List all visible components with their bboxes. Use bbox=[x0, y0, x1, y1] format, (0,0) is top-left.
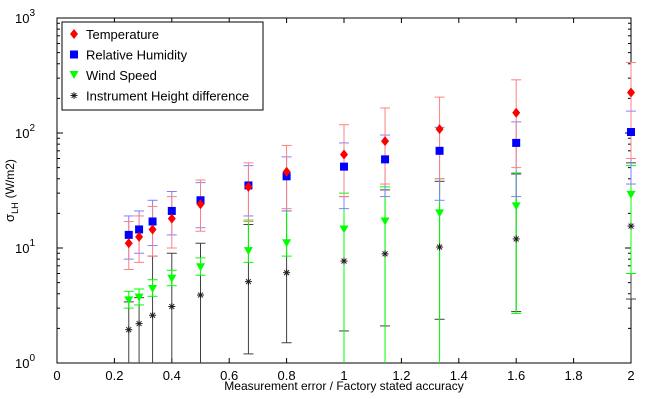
y-tick-label: 102 bbox=[15, 123, 35, 141]
data-point bbox=[513, 235, 520, 242]
data-point bbox=[125, 231, 133, 239]
y-axis-label-unit: (W/m2) bbox=[3, 159, 17, 198]
y-tick-label: 101 bbox=[15, 238, 35, 256]
y-axis-label-sub: LH bbox=[10, 202, 20, 214]
legend-marker bbox=[70, 51, 78, 59]
x-axis-label: Measurement error / Factory stated accur… bbox=[224, 379, 463, 393]
y-tick-base: 10 bbox=[15, 126, 29, 141]
y-tick-base: 10 bbox=[15, 356, 29, 371]
x-tick-label: 1.8 bbox=[565, 368, 583, 383]
data-point bbox=[512, 139, 520, 147]
data-point bbox=[381, 155, 389, 163]
legend-label: Temperature bbox=[86, 27, 159, 42]
legend-marker bbox=[71, 92, 78, 99]
y-tick-exponent: 0 bbox=[29, 353, 35, 364]
y-axis-label-main: σ bbox=[2, 214, 17, 222]
x-tick-label: 1.6 bbox=[507, 368, 525, 383]
x-tick-label: 2 bbox=[627, 368, 634, 383]
data-point bbox=[627, 128, 635, 136]
y-tick-exponent: 1 bbox=[29, 238, 35, 249]
data-point bbox=[168, 303, 175, 310]
data-point bbox=[628, 223, 635, 230]
y-tick-base: 10 bbox=[15, 11, 29, 26]
y-axis-label: σLH (W/m2) bbox=[2, 159, 20, 222]
legend-label: Wind Speed bbox=[86, 68, 157, 83]
y-tick-label: 103 bbox=[15, 8, 35, 26]
y-tick-exponent: 3 bbox=[29, 8, 35, 19]
x-tick-label: 0.4 bbox=[163, 368, 181, 383]
x-tick-label: 0.2 bbox=[105, 368, 123, 383]
x-tick-label: 0 bbox=[53, 368, 60, 383]
y-tick-base: 10 bbox=[15, 241, 29, 256]
data-point bbox=[149, 217, 157, 225]
legend-label: Relative Humidity bbox=[86, 48, 188, 63]
legend: Temperature Relative Humidity Wind Speed In… bbox=[62, 22, 263, 110]
data-point bbox=[436, 147, 444, 155]
data-point bbox=[340, 163, 348, 171]
legend-label: Instrument Height difference bbox=[86, 89, 249, 104]
y-tick-label: 100 bbox=[15, 353, 35, 371]
y-tick-exponent: 2 bbox=[29, 123, 35, 134]
